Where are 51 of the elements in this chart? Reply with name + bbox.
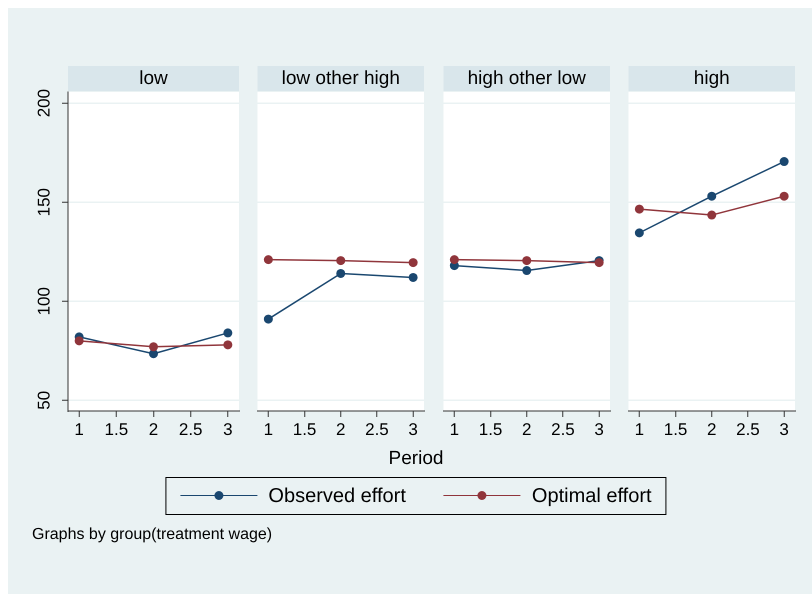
x-tick-label: 3	[222, 420, 232, 439]
x-tick-label: 3	[780, 420, 790, 439]
point	[780, 157, 789, 166]
point	[522, 266, 531, 276]
point	[707, 210, 716, 220]
point	[408, 272, 418, 282]
y-tick-label: 150	[34, 188, 54, 216]
text: Graphs by group(treatment wage)	[32, 525, 272, 544]
x-tick-label: 1.5	[292, 420, 317, 439]
point	[74, 336, 84, 346]
x-tick-label: 1	[634, 420, 644, 439]
chart-title: low other high	[282, 68, 400, 90]
point	[336, 256, 346, 266]
x-tick-label: 2	[336, 420, 346, 439]
y-tick-label: 100	[34, 287, 54, 316]
y-tick-label: 50	[34, 390, 54, 410]
x-tick-label: 2	[522, 420, 532, 439]
point	[635, 228, 644, 238]
point	[522, 256, 531, 266]
x-tick-label: 3	[594, 420, 604, 439]
y-tick-label: 200	[34, 88, 54, 118]
chart-title: high other low	[467, 68, 586, 90]
x-axis-title: Period	[388, 448, 444, 470]
point	[148, 342, 158, 352]
legend-label: Observed effort	[268, 484, 406, 508]
point	[264, 255, 274, 264]
x-tick-label: 2.5	[550, 420, 574, 439]
point	[780, 192, 789, 201]
point	[707, 192, 716, 201]
chart-title: high	[694, 68, 730, 90]
x-tick-label: 1	[449, 420, 459, 439]
point	[223, 328, 232, 338]
point	[264, 314, 274, 324]
chart-title: low	[138, 68, 168, 90]
x-tick-label: 3	[408, 420, 418, 439]
point	[223, 340, 232, 350]
x-tick-label: 1.5	[478, 420, 502, 439]
point	[408, 258, 418, 268]
x-tick-label: 1	[74, 420, 84, 439]
x-tick-label: 2.5	[365, 420, 389, 439]
x-tick-label: 2.5	[178, 420, 202, 439]
x-tick-label: 1	[264, 420, 274, 439]
x-tick-label: 2.5	[736, 420, 760, 439]
point	[336, 268, 346, 278]
point	[450, 255, 459, 264]
legend-label: Optimal effort	[532, 484, 652, 508]
x-tick-label: 2	[707, 420, 717, 439]
point	[635, 204, 644, 214]
x-tick-label: 1.5	[664, 420, 688, 439]
x-tick-label: 2	[148, 420, 158, 439]
x-tick-label: 1.5	[104, 420, 128, 439]
